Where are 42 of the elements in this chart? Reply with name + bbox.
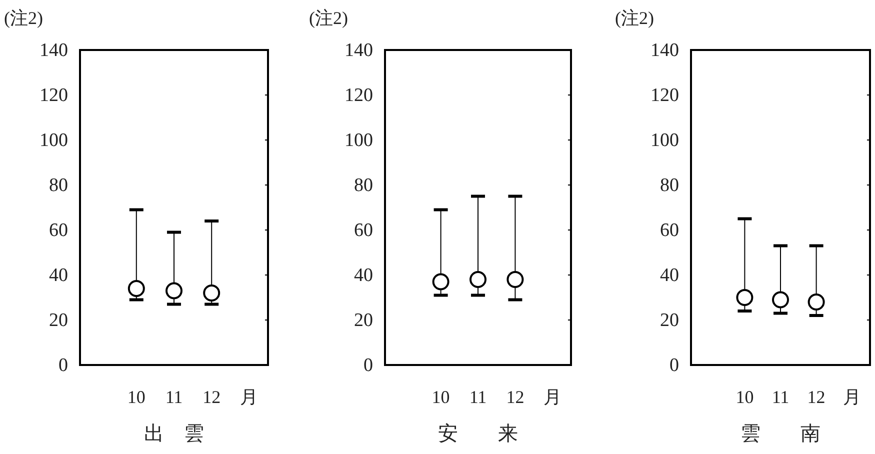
y-tick-label: 80 [49, 175, 68, 196]
y-tick-label: 120 [344, 85, 373, 106]
y-tick-label: 0 [364, 355, 373, 376]
y-tick-label: 120 [40, 85, 68, 106]
x-tick-label: 月 [240, 387, 258, 407]
y-tick-label: 120 [650, 85, 679, 106]
y-tick-label: 20 [660, 310, 679, 331]
y-tick-label: 100 [344, 130, 373, 151]
x-tick-label: 月 [843, 387, 862, 407]
y-tick-label: 60 [354, 220, 373, 241]
y-tick-label: 140 [344, 40, 373, 61]
y-axis-title: (注2) [615, 8, 654, 28]
x-tick-label: 11 [469, 387, 487, 407]
x-tick-label: 10 [736, 387, 754, 407]
y-tick-label: 20 [354, 310, 373, 331]
y-tick-label: 40 [354, 265, 373, 286]
y-tick-label: 140 [40, 40, 68, 61]
y-tick-label: 100 [40, 130, 68, 151]
x-tick-label: 12 [202, 387, 221, 407]
y-tick-label: 80 [354, 175, 373, 196]
x-tick-label: 月 [543, 387, 562, 407]
x-tick-label: 12 [807, 387, 826, 407]
x-axis-title: 安 来 [438, 423, 518, 445]
y-tick-label: 140 [650, 40, 679, 61]
y-tick-label: 0 [670, 355, 679, 376]
x-tick-label: 12 [506, 387, 524, 407]
y-tick-label: 60 [49, 220, 68, 241]
y-axis-title: (注2) [309, 8, 348, 28]
x-tick-label: 10 [127, 387, 146, 407]
x-axis-title: 雲 南 [740, 423, 820, 445]
y-tick-label: 40 [660, 265, 679, 286]
x-axis-title: 出 雲 [144, 423, 204, 445]
y-tick-label: 40 [49, 265, 68, 286]
y-tick-label: 0 [58, 355, 68, 376]
y-tick-label: 100 [650, 130, 679, 151]
y-tick-label: 80 [660, 175, 679, 196]
x-tick-label: 11 [165, 387, 183, 407]
y-axis-title: (注2) [4, 8, 43, 28]
y-tick-label: 60 [660, 220, 679, 241]
y-tick-label: 20 [49, 310, 68, 331]
x-tick-label: 10 [432, 387, 450, 407]
x-tick-label: 11 [772, 387, 790, 407]
